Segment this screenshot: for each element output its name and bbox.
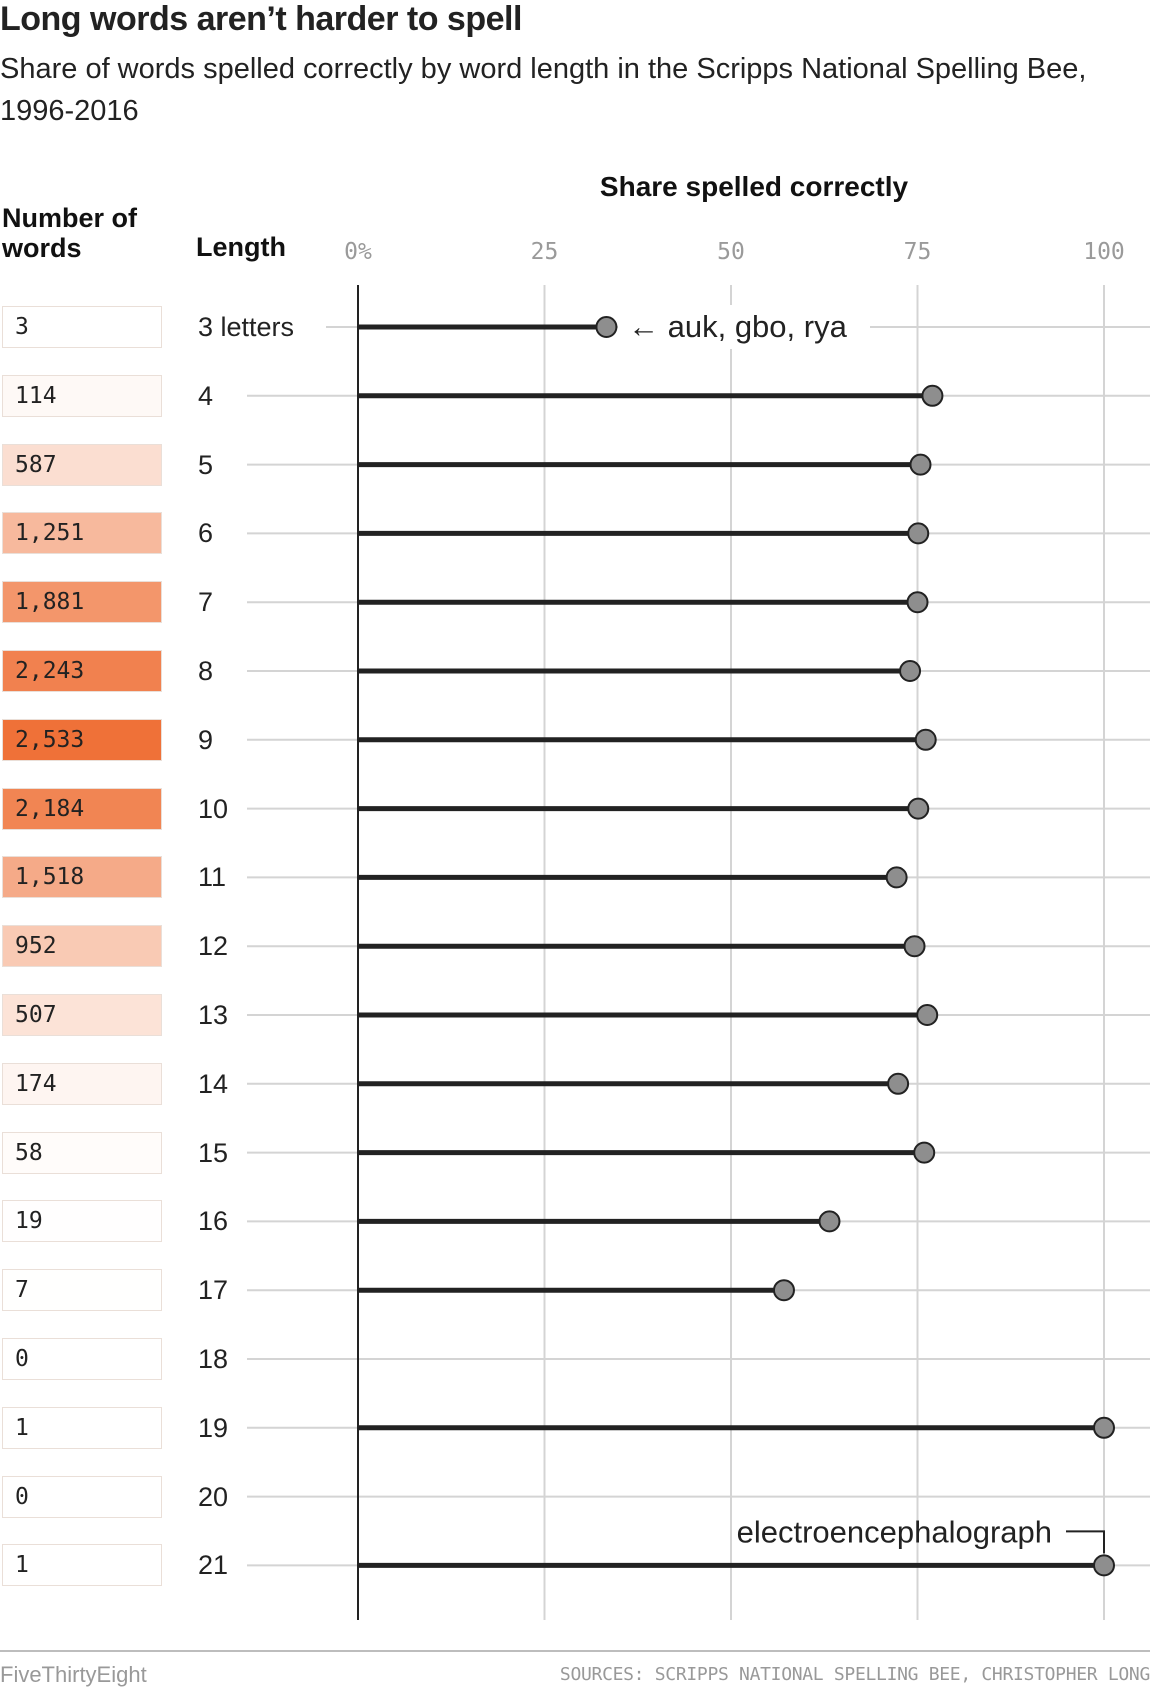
length-label: 6 <box>198 518 214 549</box>
lollipop-dot <box>913 1141 936 1164</box>
word-count-box: 174 <box>2 1062 162 1105</box>
word-count-box: 58 <box>2 1131 162 1174</box>
brand-label: FiveThirtyEight <box>0 1662 147 1687</box>
lollipop-dot <box>907 797 930 820</box>
length-column-header: Length <box>196 232 286 262</box>
lollipop-dot <box>907 522 930 545</box>
lollipop-dot <box>1093 1554 1115 1577</box>
word-count-box: 114 <box>2 374 162 417</box>
lollipop-dot <box>885 866 908 889</box>
word-count-box: 507 <box>2 994 162 1036</box>
x-tick-label: 0% <box>344 239 372 265</box>
length-label: 20 <box>198 1481 229 1512</box>
word-count-box: 952 <box>2 925 162 968</box>
lollipop-dot <box>916 1004 939 1026</box>
chart-title: Long words aren’t harder to spell <box>0 0 522 38</box>
word-count-box: 2,184 <box>2 787 162 830</box>
source-note: SOURCES: SCRIPPS NATIONAL SPELLING BEE, … <box>559 1664 1150 1685</box>
x-tick-label: 25 <box>531 239 559 265</box>
lollipop-dot <box>921 384 944 407</box>
x-tick-label: 50 <box>717 239 745 265</box>
chart-subtitle: Share of words spelled correctly by word… <box>0 53 1087 127</box>
word-count-box: 2,243 <box>2 650 162 692</box>
length-label: 15 <box>198 1137 229 1168</box>
lollipop-dot <box>772 1279 795 1302</box>
count-column-header: Number of words <box>2 203 137 263</box>
word-count-box: 3 <box>2 306 162 348</box>
length-label: 3 letters <box>198 312 295 342</box>
word-count-box: 2,533 <box>2 718 162 761</box>
word-count-box: 19 <box>2 1200 162 1243</box>
x-tick-label: 100 <box>1083 239 1125 265</box>
length-label: 18 <box>198 1344 229 1374</box>
word-count-box: 1,251 <box>2 512 162 555</box>
length-label: 14 <box>198 1068 229 1099</box>
word-count-box: 1,881 <box>2 581 162 624</box>
word-count-box: 7 <box>2 1269 162 1312</box>
length-label: 11 <box>198 862 227 893</box>
word-count-box: 0 <box>2 1475 162 1518</box>
word-count-box: 587 <box>2 443 162 486</box>
annotation-long-word: electroencephalograph <box>737 1514 1052 1549</box>
lollipop-dot <box>909 453 932 476</box>
annotation-leader-line <box>1066 1530 1105 1554</box>
lollipop-dot <box>906 591 929 614</box>
length-label: 8 <box>198 656 214 686</box>
lollipop-chart: Share spelled correctly 0% 25 50 75 100 ← au… <box>247 171 1150 1620</box>
x-axis-label: Share spelled correctly <box>600 171 909 202</box>
length-label: 12 <box>198 931 229 962</box>
footer-divider <box>0 1650 1150 1652</box>
lollipop-dot <box>887 1072 910 1095</box>
length-label: 19 <box>198 1412 229 1443</box>
annotation-short-words: ← auk, gbo, rya <box>628 309 848 344</box>
word-count-box: 1 <box>2 1406 162 1449</box>
length-label: 10 <box>198 793 229 824</box>
length-label: 21 <box>198 1550 229 1581</box>
lollipop-dot <box>818 1210 841 1233</box>
lollipop-dot <box>595 316 618 338</box>
word-count-box: 1,518 <box>2 856 162 899</box>
x-tick-label: 75 <box>904 239 932 265</box>
annotation-background <box>618 305 870 349</box>
length-label: 7 <box>198 587 214 618</box>
word-count-box: 1 <box>2 1544 162 1587</box>
length-label: 16 <box>198 1206 229 1237</box>
length-label: 9 <box>198 724 214 755</box>
length-label: 5 <box>198 449 214 480</box>
lollipop-dot <box>903 935 926 958</box>
length-label: 4 <box>198 380 214 411</box>
length-label: 17 <box>198 1275 229 1306</box>
lollipop-dot <box>914 728 937 751</box>
lollipop-dot <box>1093 1416 1115 1439</box>
lollipop-dot <box>899 660 922 682</box>
length-label: 13 <box>198 1000 229 1030</box>
word-count-box: 0 <box>2 1338 162 1380</box>
